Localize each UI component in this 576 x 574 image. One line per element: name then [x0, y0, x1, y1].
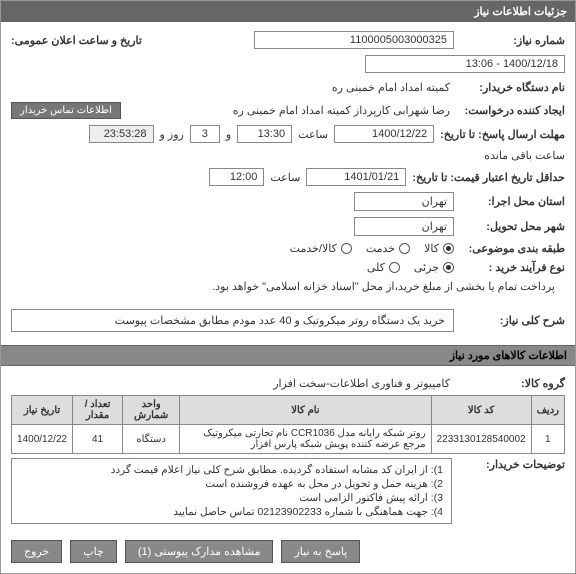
- cell-qty: 41: [73, 425, 123, 454]
- topic-label: طبقه بندی موضوعی:: [460, 242, 565, 255]
- reply-button[interactable]: پاسخ به نیاز: [281, 540, 360, 563]
- requester-value: رضا شهرابی کارپرداز کمیته امداد امام خمی…: [229, 102, 454, 119]
- note-line: 1): از ایران کد مشابه استفاده گردیده. مط…: [20, 463, 443, 477]
- radio-dot-icon: [341, 243, 352, 254]
- group-value: کامپیوتر و فناوری اطلاعات-سخت افزار: [269, 375, 454, 392]
- topic-goods-radio[interactable]: کالا: [424, 242, 454, 255]
- need-no-value: 1100005003000325: [254, 31, 454, 49]
- topic-both-radio[interactable]: کالا/خدمت: [290, 242, 352, 255]
- cell-name: روتر شبکه رایانه مدل CCR1036 نام تجارتی …: [180, 425, 431, 454]
- overall-desc: خرید یک دستگاه روتر میکروتیک و 40 عدد مو…: [11, 309, 454, 332]
- buytype-full-radio[interactable]: کلی: [367, 261, 400, 274]
- radio-dot-icon: [443, 262, 454, 273]
- cell-unit: دستگاه: [123, 425, 180, 454]
- announce-value: 1400/12/18 - 13:06: [365, 55, 565, 73]
- requester-label: ایجاد کننده درخواست:: [460, 104, 565, 117]
- cell-date: 1400/12/22: [12, 425, 73, 454]
- and-label: و: [226, 128, 231, 141]
- city-deliver: تهران: [354, 217, 454, 236]
- overall-label: شرح کلی نیاز:: [460, 314, 565, 327]
- topic-goods-label: کالا: [424, 242, 439, 255]
- countdown: 23:53:28: [89, 125, 154, 143]
- buyer-notes-label: توضیحات خریدار:: [460, 458, 565, 471]
- cell-idx: 1: [531, 425, 564, 454]
- goods-table: ردیف کد کالا نام کالا واحد شمارش تعداد /…: [11, 395, 565, 454]
- buyer-notes: 1): از ایران کد مشابه استفاده گردیده. مط…: [11, 458, 452, 524]
- need-no-label: شماره نیاز:: [460, 34, 565, 47]
- th-idx: ردیف: [531, 396, 564, 425]
- cell-code: 2233130128540002: [431, 425, 531, 454]
- time-label-1: ساعت: [298, 128, 328, 141]
- validity-date: 1401/01/21: [306, 168, 406, 186]
- note-line: 4): جهت هماهنگی با شماره 02123902233 تما…: [20, 505, 443, 519]
- contact-button[interactable]: اطلاعات تماس خریدار: [11, 102, 121, 119]
- deadline-date: 1400/12/22: [334, 125, 434, 143]
- goods-header: اطلاعات کالاهای مورد نیاز: [1, 345, 575, 366]
- buytype-partial-radio[interactable]: جزئی: [414, 261, 454, 274]
- buytype-label: نوع فرآیند خرید :: [460, 261, 565, 274]
- buytype-full-label: کلی: [367, 261, 385, 274]
- note-line: 2): هزینه حمل و تحویل در محل به عهده فرو…: [20, 477, 443, 491]
- topic-both-label: کالا/خدمت: [290, 242, 337, 255]
- deadline-time: 13:30: [237, 125, 292, 143]
- radio-dot-icon: [389, 262, 400, 273]
- radio-dot-icon: [443, 243, 454, 254]
- attachments-button[interactable]: مشاهده مدارک پیوستی (1): [125, 540, 274, 563]
- topic-service-label: خدمت: [366, 242, 395, 255]
- time-label-2: ساعت: [270, 171, 300, 184]
- city-deliver-label: شهر محل تحویل:: [460, 220, 565, 233]
- radio-dot-icon: [399, 243, 410, 254]
- topic-service-radio[interactable]: خدمت: [366, 242, 410, 255]
- print-button[interactable]: چاپ: [70, 540, 117, 563]
- validity-label: حداقل تاریخ اعتبار قیمت: تا تاریخ:: [412, 171, 565, 184]
- th-name: نام کالا: [180, 396, 431, 425]
- announce-label: تاریخ و ساعت اعلان عمومی:: [11, 34, 142, 47]
- note-line: 3): ارائه پیش فاکتور الزامی است: [20, 491, 443, 505]
- th-code: کد کالا: [431, 396, 531, 425]
- days-left: 3: [190, 125, 220, 143]
- th-date: تاریخ نیاز: [12, 396, 73, 425]
- group-label: گروه کالا:: [460, 377, 565, 390]
- exit-button[interactable]: خروج: [11, 540, 62, 563]
- remain-label: ساعت باقی مانده: [484, 149, 565, 162]
- buytype-partial-label: جزئی: [414, 261, 439, 274]
- city-exec: تهران: [354, 192, 454, 211]
- deadline-from-label: مهلت ارسال پاسخ: تا تاریخ:: [440, 128, 565, 141]
- table-row[interactable]: 1 2233130128540002 روتر شبکه رایانه مدل …: [12, 425, 565, 454]
- buyer-value: کمیته امداد امام خمینی ره: [328, 79, 454, 96]
- th-unit: واحد شمارش: [123, 396, 180, 425]
- th-qty: تعداد / مقدار: [73, 396, 123, 425]
- buy-note: پرداخت تمام یا بخشی از مبلغ خرید،از محل …: [212, 280, 555, 293]
- city-exec-label: استان محل اجرا:: [460, 195, 565, 208]
- days-label: روز و: [160, 128, 184, 141]
- validity-time: 12:00: [209, 168, 264, 186]
- buyer-label: نام دستگاه خریدار:: [460, 81, 565, 94]
- panel-title: جزئیات اطلاعات نیاز: [1, 1, 575, 22]
